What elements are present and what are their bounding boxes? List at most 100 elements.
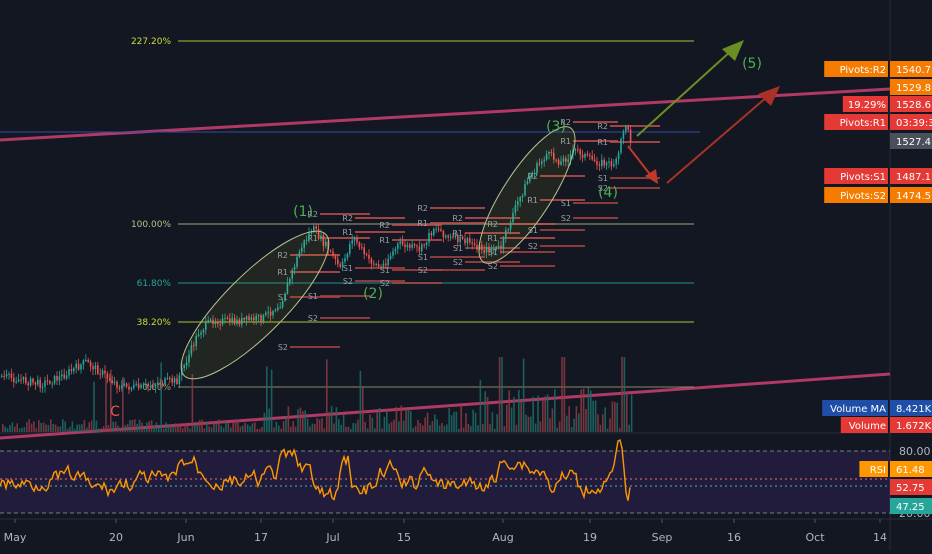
candle-body xyxy=(327,241,329,251)
volume-bar xyxy=(81,424,83,432)
rsi-line xyxy=(0,438,631,501)
volume-bar xyxy=(38,420,40,432)
volume-bar xyxy=(388,423,390,432)
volume-bar xyxy=(501,357,503,432)
candle-body xyxy=(118,387,121,389)
candle-body xyxy=(145,383,147,385)
volume-bar xyxy=(16,423,18,432)
volume-bar xyxy=(102,426,105,432)
volume-tag-value: 8.421K xyxy=(896,404,932,415)
volume-bar xyxy=(153,425,155,432)
volume-bar xyxy=(198,420,201,432)
candle-body xyxy=(411,244,413,248)
candle-body xyxy=(217,322,219,324)
candle-body xyxy=(512,212,514,223)
candle-body xyxy=(545,154,548,160)
volume-bar xyxy=(98,428,100,432)
candle-body xyxy=(305,239,308,241)
candle-body xyxy=(521,195,524,198)
volume-bar xyxy=(74,428,76,432)
candle-body xyxy=(529,176,531,182)
volume-bar xyxy=(196,424,198,432)
volume-bar xyxy=(537,395,539,432)
volume-bar xyxy=(191,374,194,432)
candle-body xyxy=(416,245,418,247)
candle-body xyxy=(454,235,457,238)
candle-body xyxy=(197,334,200,336)
volume-bar xyxy=(563,357,566,432)
candle-body xyxy=(303,240,305,248)
volume-bar xyxy=(234,420,237,432)
volume-bar xyxy=(52,424,54,432)
volume-bar xyxy=(158,427,160,432)
candle-body xyxy=(380,266,382,268)
volume-bar xyxy=(107,424,110,432)
volume-bar xyxy=(342,414,345,432)
candle-body xyxy=(245,316,248,320)
rsi-pane xyxy=(0,438,890,514)
candle-body xyxy=(627,126,629,130)
volume-bar xyxy=(393,419,395,432)
candle-body xyxy=(385,263,387,266)
rsi-tag-value: 52.75 xyxy=(896,483,925,494)
volume-bar xyxy=(458,428,460,432)
volume-bar xyxy=(14,426,16,432)
price-tag-value-box xyxy=(890,187,932,203)
volume-bar xyxy=(491,412,494,432)
pivot-level-label: R1 xyxy=(379,236,390,245)
candle-body xyxy=(500,245,502,249)
volume-bar xyxy=(28,419,30,432)
volume-bar xyxy=(215,423,218,432)
volume-bar xyxy=(417,419,419,432)
volume-bar xyxy=(525,414,527,432)
volume-bar xyxy=(551,408,554,432)
candle-body xyxy=(524,183,526,196)
candle-body xyxy=(250,317,253,320)
candle-body xyxy=(25,377,27,384)
time-tick-label: 20 xyxy=(109,531,123,544)
price-tag-value: 1474.5 xyxy=(896,191,931,202)
candle-body xyxy=(409,244,411,248)
volume-bar xyxy=(306,418,309,432)
volume-bar xyxy=(66,428,69,432)
volume-bar xyxy=(510,407,513,432)
volume-tag-label: Volume MA xyxy=(830,404,886,415)
candle-body xyxy=(584,153,586,158)
volume-bar xyxy=(184,423,186,432)
candle-body xyxy=(301,247,303,252)
candle-body xyxy=(461,236,464,239)
pivot-level-label: S1 xyxy=(488,248,498,257)
volume-bar xyxy=(292,421,294,432)
volume-bar xyxy=(482,423,484,432)
candle-body xyxy=(507,229,509,231)
volume-tag-value-box xyxy=(890,400,932,416)
candle-body xyxy=(447,235,449,238)
volume-bar xyxy=(496,414,498,432)
wave-label: (2) xyxy=(363,286,383,302)
candle-body xyxy=(260,315,262,322)
volume-bar xyxy=(412,427,414,432)
candle-body xyxy=(625,126,627,132)
candle-body xyxy=(200,332,202,335)
candle-body xyxy=(80,364,82,370)
candle-body xyxy=(353,237,356,241)
volume-bar xyxy=(422,425,424,432)
candle-body xyxy=(51,383,53,385)
price-tag-value: 1527.4 xyxy=(896,137,931,148)
candle-body xyxy=(159,382,161,384)
volume-bar xyxy=(400,405,402,432)
volume-bar xyxy=(287,406,290,432)
candle-body xyxy=(308,233,310,240)
volume-bar xyxy=(225,421,227,432)
volume-bar xyxy=(470,426,472,432)
candle-body xyxy=(437,228,440,230)
pivot-level-label: R1 xyxy=(307,234,318,243)
rsi-tag-value-box xyxy=(890,498,932,514)
volume-bar xyxy=(580,389,582,432)
pivot-level-label: R2 xyxy=(487,220,498,229)
pivot-level-label: S1 xyxy=(598,174,608,183)
price-tag-value-box xyxy=(890,79,932,95)
candle-body xyxy=(140,384,142,388)
